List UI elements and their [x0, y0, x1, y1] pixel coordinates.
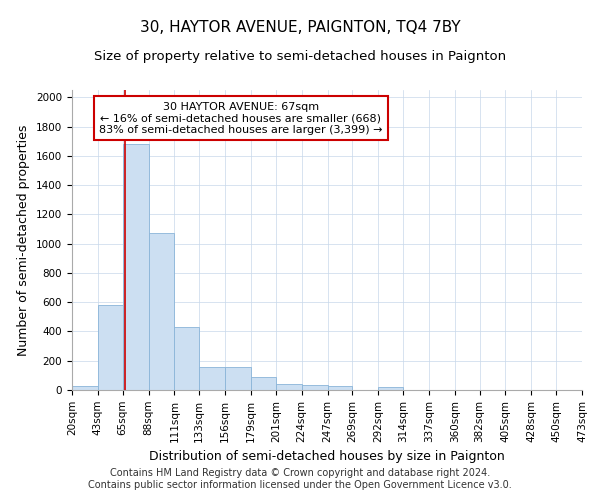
Bar — [98, 305, 122, 390]
Bar — [328, 386, 352, 390]
Bar — [122, 144, 149, 390]
Bar — [378, 387, 403, 390]
Text: 30 HAYTOR AVENUE: 67sqm
← 16% of semi-detached houses are smaller (668)
83% of s: 30 HAYTOR AVENUE: 67sqm ← 16% of semi-de… — [99, 102, 383, 135]
Text: Size of property relative to semi-detached houses in Paignton: Size of property relative to semi-detach… — [94, 50, 506, 63]
Y-axis label: Number of semi-detached properties: Number of semi-detached properties — [17, 124, 31, 356]
Bar — [175, 327, 199, 390]
Text: Contains HM Land Registry data © Crown copyright and database right 2024.
Contai: Contains HM Land Registry data © Crown c… — [88, 468, 512, 490]
X-axis label: Distribution of semi-detached houses by size in Paignton: Distribution of semi-detached houses by … — [149, 450, 505, 463]
Bar — [302, 385, 328, 390]
Text: 30, HAYTOR AVENUE, PAIGNTON, TQ4 7BY: 30, HAYTOR AVENUE, PAIGNTON, TQ4 7BY — [140, 20, 460, 35]
Bar — [276, 384, 302, 390]
Bar — [251, 377, 276, 390]
Bar — [149, 234, 175, 390]
Bar — [199, 366, 225, 390]
Bar — [225, 368, 251, 390]
Bar — [72, 386, 98, 390]
